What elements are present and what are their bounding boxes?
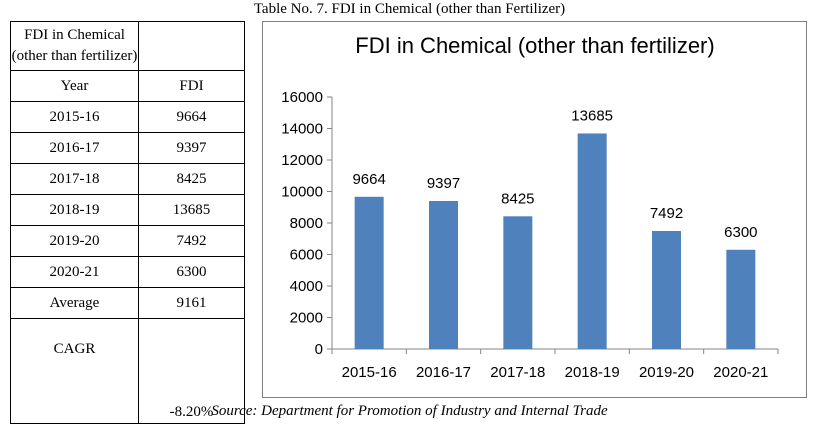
fdi-cell: 13685 xyxy=(138,194,245,226)
data-label: 9664 xyxy=(352,171,385,188)
year-cell: 2020-21 xyxy=(10,256,139,288)
bar xyxy=(726,249,756,349)
table-title-empty-cell xyxy=(138,21,245,71)
x-tick-label: 2016-17 xyxy=(416,364,471,381)
bar-chart: FDI in Chemical (other than fertilizer) … xyxy=(281,33,779,381)
year-cell: 2015-16 xyxy=(10,101,139,133)
year-cell: 2016-17 xyxy=(10,132,139,164)
table-caption: Table No. 7. FDI in Chemical (other than… xyxy=(253,1,566,17)
x-axis: 2015-16 2016-17 2017-18 2018-19 2019-20 2020-… xyxy=(331,348,779,381)
cagr-row: CAGR -8.20% xyxy=(10,318,245,424)
data-label: 9397 xyxy=(427,175,460,192)
y-tick-label: 2000 xyxy=(290,310,323,327)
x-tick-label: 2020-21 xyxy=(713,364,768,381)
data-label: 8425 xyxy=(501,190,534,207)
y-tick-label: 8000 xyxy=(290,215,323,232)
bar-series xyxy=(354,133,756,349)
data-labels: 9664 9397 8425 13685 7492 6300 xyxy=(352,107,757,240)
x-tick-label: 2018-19 xyxy=(565,364,620,381)
x-tick-label: 2015-16 xyxy=(342,364,397,381)
fdi-cell: 8425 xyxy=(138,163,245,195)
x-tick-label: 2017-18 xyxy=(490,364,545,381)
table-row: 2020-21 6300 xyxy=(10,256,245,288)
bar xyxy=(354,196,384,349)
fdi-cell: 6300 xyxy=(138,256,245,288)
bar xyxy=(577,133,607,349)
fdi-cell: 9664 xyxy=(138,101,245,133)
average-row: Average 9161 xyxy=(10,287,245,319)
table-row: 2018-19 13685 xyxy=(10,194,245,226)
average-value: 9161 xyxy=(138,287,245,319)
table-row: 2016-17 9397 xyxy=(10,132,245,164)
data-label: 6300 xyxy=(724,224,757,241)
source-note: Source: Department for Promotion of Indu… xyxy=(211,403,608,419)
y-tick-label: 14000 xyxy=(281,121,323,138)
y-tick-label: 12000 xyxy=(281,152,323,169)
table-row: 2015-16 9664 xyxy=(10,101,245,133)
fdi-cell: 9397 xyxy=(138,132,245,164)
data-label: 13685 xyxy=(571,107,613,124)
x-tick-label: 2019-20 xyxy=(639,364,694,381)
average-label: Average xyxy=(10,287,139,319)
y-axis: 0 2000 4000 6000 8000 10000 12000 14000 16000 xyxy=(281,89,333,358)
fdi-cell: 7492 xyxy=(138,225,245,257)
bar xyxy=(429,200,458,349)
y-tick-label: 10000 xyxy=(281,184,323,201)
fdi-table: FDI in Chemical (other than fertilizer) … xyxy=(10,21,245,424)
year-cell: 2018-19 xyxy=(10,194,139,226)
bar xyxy=(652,231,681,349)
y-tick-label: 16000 xyxy=(281,89,323,106)
year-cell: 2017-18 xyxy=(10,163,139,195)
cagr-label: CAGR xyxy=(10,318,139,424)
cagr-value: -8.20% xyxy=(138,318,245,424)
table-row: 2019-20 7492 xyxy=(10,225,245,257)
y-tick-label: 0 xyxy=(315,341,323,358)
column-header-fdi: FDI xyxy=(138,70,245,102)
year-cell: 2019-20 xyxy=(10,225,139,257)
chart-title: FDI in Chemical (other than fertilizer) xyxy=(355,33,714,58)
column-header-year: Year xyxy=(10,70,139,102)
table-row: 2017-18 8425 xyxy=(10,163,245,195)
data-label: 7492 xyxy=(650,205,683,222)
y-tick-label: 4000 xyxy=(290,278,323,295)
bar xyxy=(503,216,533,349)
chart-area: FDI in Chemical (other than fertilizer) … xyxy=(262,21,807,398)
table-title: FDI in Chemical (other than fertilizer) xyxy=(10,21,139,71)
y-tick-label: 6000 xyxy=(290,247,323,264)
